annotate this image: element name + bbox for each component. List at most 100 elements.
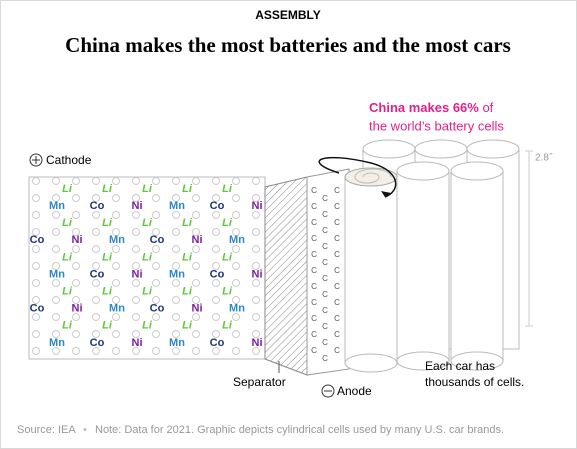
lattice-node [232, 228, 240, 236]
lattice-node [72, 177, 80, 185]
cells [318, 139, 520, 373]
lattice-node [92, 279, 100, 287]
lattice-node [172, 228, 180, 236]
lattice-node [152, 228, 160, 236]
anode-atom: C [311, 330, 317, 339]
cell [466, 139, 520, 159]
atom: Li [62, 217, 73, 229]
atom: Mn [229, 234, 245, 246]
lattice-node [32, 228, 40, 236]
atom: Co [150, 234, 165, 246]
anode-atom: C [322, 242, 328, 251]
lattice-node [132, 177, 140, 185]
lattice-node [172, 262, 180, 270]
lattice-node [232, 262, 240, 270]
annotation: China makes 66% of [369, 100, 494, 115]
lattice-node [212, 211, 220, 219]
anode-atom: C [311, 314, 317, 323]
anode-atom: C [311, 202, 317, 211]
anode-atom: C [322, 274, 328, 283]
atom: Li [142, 217, 153, 229]
lattice-node [152, 330, 160, 338]
atom: Ni [252, 200, 263, 212]
cell [396, 170, 450, 362]
lattice-node [132, 228, 140, 236]
anode-atom: C [311, 266, 317, 275]
lattice-node [52, 245, 60, 253]
anode-atom: C [322, 290, 328, 299]
lattice-node [212, 262, 220, 270]
anode-atom: C [334, 186, 340, 195]
lattice-node [192, 347, 200, 355]
lattice-node [252, 296, 260, 304]
lattice-node [232, 177, 240, 185]
lattice-node [212, 296, 220, 304]
lattice-node [152, 347, 160, 355]
atom: Mn [49, 337, 65, 349]
atom: Mn [169, 200, 185, 212]
atom: Co [90, 268, 105, 280]
lattice-node [252, 330, 260, 338]
lattice-node [252, 262, 260, 270]
lattice-node [112, 194, 120, 202]
lattice-node [172, 177, 180, 185]
cell [344, 176, 398, 364]
lattice-node [232, 330, 240, 338]
atom: Li [222, 320, 233, 332]
lattice-node [32, 262, 40, 270]
lattice-node [172, 194, 180, 202]
atom: Li [222, 183, 233, 195]
lattice-node [52, 296, 60, 304]
lattice-node [112, 262, 120, 270]
lattice-node [32, 313, 40, 321]
atom: Mn [109, 303, 125, 315]
lattice-node [212, 228, 220, 236]
cells-note: thousands of cells. [425, 375, 524, 389]
lattice-node [52, 194, 60, 202]
lattice-node [172, 211, 180, 219]
atom: Co [150, 303, 165, 315]
lattice-node [172, 296, 180, 304]
anode-atom: C [334, 298, 340, 307]
lattice-node [152, 279, 160, 287]
atom: Li [62, 183, 73, 195]
lattice-node [172, 330, 180, 338]
lattice-node [92, 228, 100, 236]
lattice-node [172, 245, 180, 253]
lattice-node [72, 296, 80, 304]
atom: Li [102, 251, 113, 263]
lattice-node [112, 228, 120, 236]
atom: Ni [192, 303, 203, 315]
lattice-node [52, 347, 60, 355]
cell [414, 139, 468, 159]
anode-atom: C [334, 266, 340, 275]
lattice-node [72, 313, 80, 321]
lattice-node [132, 347, 140, 355]
lattice-node [72, 228, 80, 236]
lattice-node [252, 177, 260, 185]
anode-atom: C [322, 258, 328, 267]
anode-atom: C [311, 298, 317, 307]
roll-spiral [354, 168, 392, 184]
lattice-node [192, 228, 200, 236]
lattice-node [152, 194, 160, 202]
atom: Ni [192, 234, 203, 246]
lattice-node [92, 296, 100, 304]
lattice-node [252, 313, 260, 321]
atom: Ni [132, 268, 143, 280]
lattice-node [112, 279, 120, 287]
lattice-node [112, 313, 120, 321]
lattice-node [112, 330, 120, 338]
anode-atom: C [334, 218, 340, 227]
atom: Li [182, 286, 193, 298]
atom: Ni [72, 303, 83, 315]
cathode-sheet [28, 176, 266, 360]
lattice-node [192, 211, 200, 219]
lattice-node [152, 313, 160, 321]
minus-icon [321, 384, 335, 398]
anode-atom: C [311, 234, 317, 243]
atom: Li [142, 286, 153, 298]
anode-atom: C [334, 234, 340, 243]
lattice-node [212, 245, 220, 253]
